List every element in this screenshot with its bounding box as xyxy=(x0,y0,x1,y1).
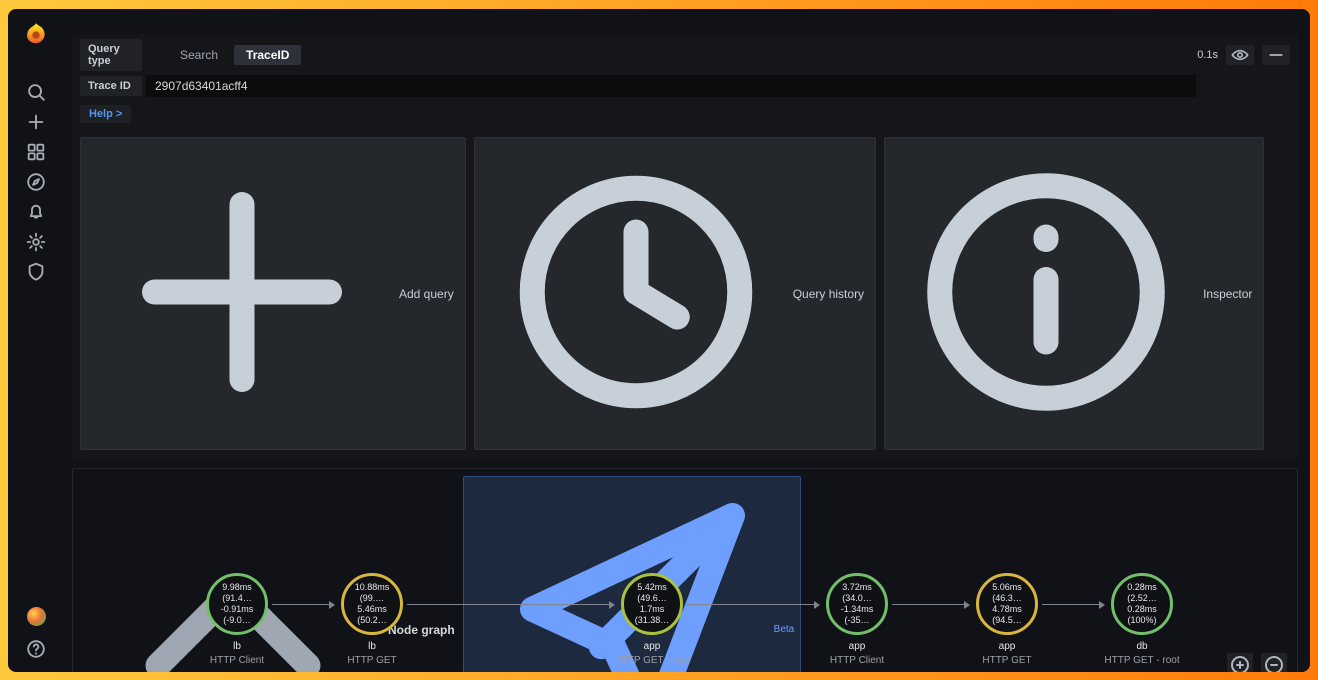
node-stat-line2: 5.46ms (50.2… xyxy=(357,604,387,625)
tab-search[interactable]: Search xyxy=(180,48,219,62)
edge-arrowhead-icon xyxy=(329,600,335,609)
sidebar-nav xyxy=(19,81,53,283)
node-stat-line1: 10.88ms (99.… xyxy=(354,582,390,603)
node-stat-line1: 5.06ms (46.3… xyxy=(992,582,1022,603)
configuration-gear-icon[interactable] xyxy=(19,231,53,253)
node-stat-line2: -0.91ms (-9.0… xyxy=(220,604,254,625)
node-stats: 9.98ms (91.4… -0.91ms (-9.0… xyxy=(209,576,265,632)
main-content: Query type Search TraceID 0.1s Trace ID xyxy=(64,9,1310,672)
node-stat-line1: 5.42ms (49.6… xyxy=(637,582,667,603)
edge-line xyxy=(272,604,330,605)
graph-node[interactable]: 0.28ms (2.52… 0.28ms (100%) db HTTP GET - r… xyxy=(1072,573,1212,666)
edge-arrowhead-icon xyxy=(1099,600,1105,609)
node-stats: 10.88ms (99.… 5.46ms (50.2… xyxy=(344,576,400,632)
info-icon xyxy=(896,142,1196,445)
node-service-label: app xyxy=(643,641,661,652)
node-service-label: app xyxy=(848,641,866,652)
node-stat-line1: 9.98ms (91.4… xyxy=(222,582,252,603)
node-operation-label: HTTP GET xyxy=(347,655,397,666)
node-operation-label: HTTP Client xyxy=(829,655,885,666)
node-operation-label: HTTP GET - root xyxy=(614,655,690,666)
trace-id-input[interactable] xyxy=(146,75,1196,97)
node-service-label: app xyxy=(998,641,1016,652)
node-stats: 3.72ms (34.0… -1.34ms (-35… xyxy=(829,576,885,632)
node-service-label: lb xyxy=(368,641,376,652)
sidebar xyxy=(8,9,64,672)
node-service-label: db xyxy=(1136,641,1148,652)
hide-response-eye-icon[interactable] xyxy=(1226,45,1254,65)
trace-id-row: Trace ID xyxy=(80,75,1290,97)
node-operation-label: HTTP GET xyxy=(982,655,1032,666)
edge-line xyxy=(892,604,965,605)
query-history-label: Query history xyxy=(792,286,865,301)
node-circle[interactable]: 5.06ms (46.3… 4.78ms (94.5… xyxy=(976,573,1038,635)
help-icon[interactable] xyxy=(19,638,53,660)
edge-line xyxy=(407,604,610,605)
node-stat-line2: 4.78ms (94.5… xyxy=(992,604,1022,625)
dashboards-icon[interactable] xyxy=(19,141,53,163)
zoom-out-icon[interactable] xyxy=(1261,653,1287,672)
grafana-app: Query type Search TraceID 0.1s Trace ID xyxy=(8,9,1310,672)
node-stat-line2: 0.28ms (100%) xyxy=(1127,604,1157,625)
node-circle[interactable]: 9.98ms (91.4… -0.91ms (-9.0… xyxy=(206,573,268,635)
graph-node[interactable]: 5.42ms (49.6… 1.7ms (31.38… app HTTP GET - … xyxy=(582,573,722,666)
edge-arrowhead-icon xyxy=(964,600,970,609)
explore-compass-icon[interactable] xyxy=(19,171,53,193)
graph-node[interactable]: 9.98ms (91.4… -0.91ms (-9.0… lb HTTP Client xyxy=(167,573,307,666)
history-clock-icon xyxy=(486,142,786,445)
grafana-logo-icon[interactable] xyxy=(23,21,49,47)
node-stat-line1: 0.28ms (2.52… xyxy=(1127,582,1157,603)
tab-traceid[interactable]: TraceID xyxy=(234,45,302,65)
node-graph-canvas[interactable]: 9.98ms (91.4… -0.91ms (-9.0… lb HTTP Client… xyxy=(73,469,1297,672)
edge-line xyxy=(687,604,815,605)
graph-node[interactable]: 5.06ms (46.3… 4.78ms (94.5… app HTTP GET xyxy=(937,573,1077,666)
node-graph-title-text: Node graph xyxy=(388,622,455,637)
admin-shield-icon[interactable] xyxy=(19,261,53,283)
query-duration-stat: 0.1s xyxy=(1197,49,1218,61)
node-stat-line1: 3.72ms (34.0… xyxy=(842,582,872,603)
trace-id-label: Trace ID xyxy=(80,76,142,96)
query-editor: Query type Search TraceID 0.1s Trace ID xyxy=(72,34,1298,460)
sidebar-bottom xyxy=(19,607,53,660)
node-graph-panel: Node graph Beta 9.98ms (91.4… -0.91ms (-9… xyxy=(72,468,1298,672)
plus-icon xyxy=(92,142,392,445)
node-stats: 5.42ms (49.6… 1.7ms (31.38… xyxy=(624,576,680,632)
create-plus-icon[interactable] xyxy=(19,111,53,133)
node-stats: 0.28ms (2.52… 0.28ms (100%) xyxy=(1114,576,1170,632)
edge-arrowhead-icon xyxy=(814,600,820,609)
query-history-button[interactable]: Query history xyxy=(473,137,877,450)
node-operation-label: HTTP GET - root xyxy=(1104,655,1180,666)
alerting-bell-icon[interactable] xyxy=(19,201,53,223)
node-service-label: lb xyxy=(233,641,241,652)
node-circle[interactable]: 3.72ms (34.0… -1.34ms (-35… xyxy=(826,573,888,635)
node-stat-line2: 1.7ms (31.38… xyxy=(634,604,670,625)
node-circle[interactable]: 10.88ms (99.… 5.46ms (50.2… xyxy=(341,573,403,635)
inspector-button[interactable]: Inspector xyxy=(884,137,1265,450)
query-header-right: 0.1s xyxy=(1197,45,1290,65)
node-stat-line2: -1.34ms (-35… xyxy=(840,604,874,625)
query-type-tabs: Search TraceID xyxy=(168,45,302,65)
inspector-label: Inspector xyxy=(1203,286,1253,301)
search-icon[interactable] xyxy=(19,81,53,103)
beta-label: Beta xyxy=(773,624,795,635)
add-query-button[interactable]: Add query xyxy=(80,137,466,450)
query-type-label: Query type xyxy=(80,39,142,71)
zoom-in-icon[interactable] xyxy=(1227,653,1253,672)
avatar[interactable] xyxy=(26,607,46,626)
node-circle[interactable]: 5.42ms (49.6… 1.7ms (31.38… xyxy=(621,573,683,635)
query-type-row: Query type Search TraceID 0.1s xyxy=(80,39,1290,71)
help-link[interactable]: Help > xyxy=(80,105,132,123)
graph-node[interactable]: 10.88ms (99.… 5.46ms (50.2… lb HTTP GET xyxy=(302,573,442,666)
node-circle[interactable]: 0.28ms (2.52… 0.28ms (100%) xyxy=(1111,573,1173,635)
add-query-label: Add query xyxy=(399,286,454,301)
graph-node[interactable]: 3.72ms (34.0… -1.34ms (-35… app HTTP Client xyxy=(787,573,927,666)
edge-line xyxy=(1042,604,1100,605)
node-stats: 5.06ms (46.3… 4.78ms (94.5… xyxy=(979,576,1035,632)
collapse-query-icon[interactable] xyxy=(1262,45,1290,65)
edge-arrowhead-icon xyxy=(609,600,615,609)
node-graph-zoom-controls xyxy=(1227,653,1287,672)
node-operation-label: HTTP Client xyxy=(209,655,265,666)
query-buttons-row: Add query Query history Inspector xyxy=(80,137,1290,450)
